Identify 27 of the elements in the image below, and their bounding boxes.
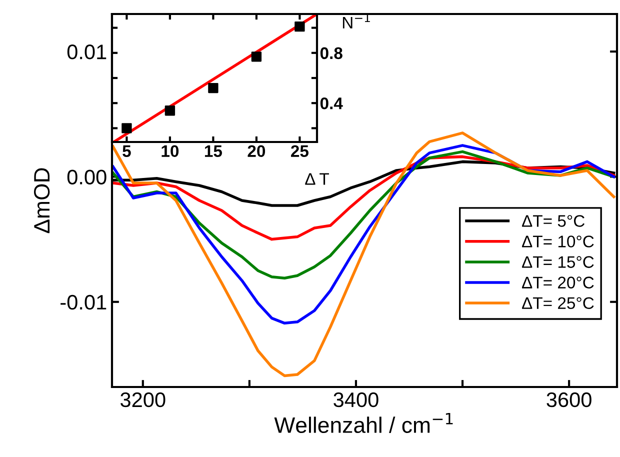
point [122, 123, 132, 134]
legend-label: ΔT= 10°C [522, 236, 594, 248]
y-tick-label: 0.8 [320, 47, 342, 60]
legend-label: ΔT= 20°C [522, 276, 594, 288]
x-tick-label: 20 [248, 145, 266, 158]
x-tick-label: 10 [162, 145, 179, 158]
legend-label: ΔT= 15°C [522, 256, 594, 268]
legend-label: ΔT= 25°C [522, 297, 594, 310]
x-tick-label: 5 [122, 145, 131, 158]
x-tick-label: 3400 [334, 392, 378, 408]
line-series [112, 132, 616, 378]
x-tick-label: 3200 [120, 392, 166, 408]
point [164, 106, 176, 116]
y-axis-title: ΔmOD [34, 168, 50, 234]
x-tick-label: 3600 [546, 392, 592, 408]
x-tick-label: 15 [204, 145, 222, 158]
y-tick-label: 0.4 [320, 98, 343, 110]
x-axis-title: Wellenzahl / cm$^{−1}$ [274, 412, 453, 434]
point [208, 82, 218, 94]
y-tick-label: 0.00 [67, 170, 106, 184]
point [294, 21, 305, 32]
legend-label: ΔT= 5°C [522, 215, 585, 227]
y-tick-label: -0.01 [60, 294, 106, 310]
point [251, 52, 262, 62]
y-tick-label: 0.01 [67, 44, 106, 60]
x-tick-label: 25 [291, 145, 309, 158]
x-axis-title: Δ T [305, 173, 329, 185]
